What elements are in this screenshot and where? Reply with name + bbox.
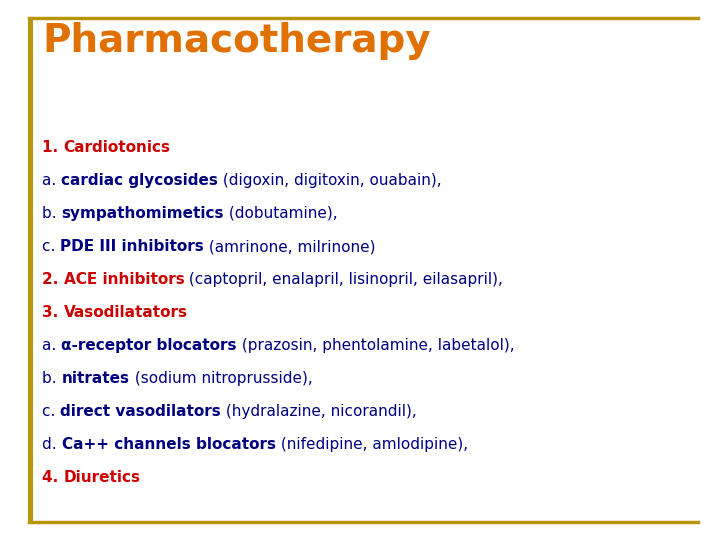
Text: α-receptor blocators: α-receptor blocators [61,338,237,353]
Text: Ca++ channels blocators: Ca++ channels blocators [61,437,276,452]
Text: b.: b. [42,206,61,221]
Text: (dobutamine),: (dobutamine), [224,206,338,221]
Text: (amrinone, milrinone): (amrinone, milrinone) [204,239,376,254]
Text: (nifedipine, amlodipine),: (nifedipine, amlodipine), [276,437,467,452]
Text: direct vasodilators: direct vasodilators [60,404,221,419]
Bar [28,18,33,522]
Text: ACE inhibitors: ACE inhibitors [63,272,184,287]
Text: c.: c. [42,239,60,254]
Text: 2.: 2. [42,272,63,287]
Text: 1.: 1. [42,140,63,155]
Text: Pharmacotherapy: Pharmacotherapy [42,22,431,60]
Text: 3.: 3. [42,305,63,320]
Text: d.: d. [42,437,61,452]
Text: b.: b. [42,371,61,386]
Text: nitrates: nitrates [61,371,130,386]
Text: PDE III inhibitors: PDE III inhibitors [60,239,204,254]
Text: (captopril, enalapril, lisinopril, eilasapril),: (captopril, enalapril, lisinopril, eilas… [184,272,503,287]
Text: c.: c. [42,404,60,419]
Text: (hydralazine, nicorandil),: (hydralazine, nicorandil), [221,404,417,419]
Text: Vasodilatators: Vasodilatators [63,305,187,320]
Text: (prazosin, phentolamine, labetalol),: (prazosin, phentolamine, labetalol), [237,338,514,353]
Text: (sodium nitroprusside),: (sodium nitroprusside), [130,371,312,386]
Text: (digoxin, digitoxin, ouabain),: (digoxin, digitoxin, ouabain), [218,173,441,188]
Text: cardiac glycosides: cardiac glycosides [61,173,218,188]
Text: sympathomimetics: sympathomimetics [61,206,224,221]
Text: 4.: 4. [42,470,63,485]
Text: Diuretics: Diuretics [63,470,140,485]
Text: a.: a. [42,338,61,353]
Text: a.: a. [42,173,61,188]
Text: Cardiotonics: Cardiotonics [63,140,171,155]
